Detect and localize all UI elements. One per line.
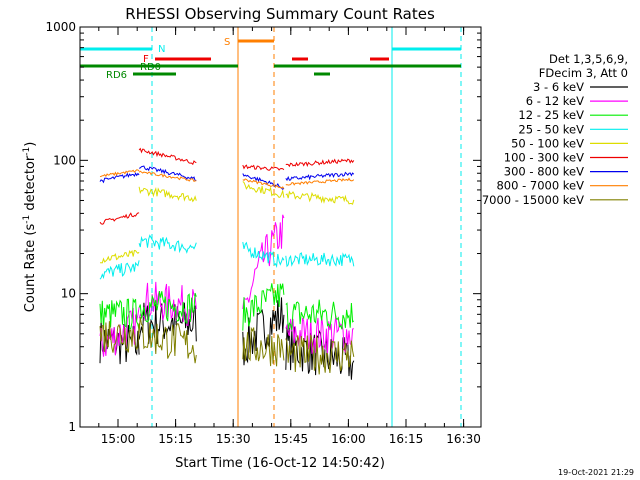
legend-entry-label: 6 - 12 keV [526,94,584,108]
y-axis-label: Count Rate (s-1 detector-1) [22,142,38,313]
series-line-segment [285,171,355,182]
legend-entry-label: 12 - 25 keV [518,108,584,122]
series-line-segment [99,212,140,225]
series-line-segment [138,234,197,254]
series-line-segment [138,170,197,183]
series-line-segment [285,299,355,331]
series-line-segment [100,249,140,264]
series-line-segment [242,283,285,331]
series-line-segment [138,147,197,166]
series-line-segment [99,172,140,184]
series-line-segment [242,181,285,199]
series-line-segment [99,169,140,178]
y-tick-label: 10 [61,287,76,301]
x-tick-label: 16:30 [446,432,481,446]
series-line-segment [242,214,285,310]
series-line-segment [242,164,285,171]
series-7 [99,169,355,189]
legend-entry-label: 300 - 800 keV [504,165,584,179]
series-line-segment [242,297,285,366]
x-tick-label: 15:45 [274,432,309,446]
series-line-segment [285,252,355,268]
series-line-segment [242,326,285,367]
series-line-segment [242,241,285,268]
series-5 [99,147,355,225]
legend-entry-label: 25 - 50 keV [518,122,584,136]
series-2 [99,283,355,331]
x-tick-label: 15:15 [158,432,193,446]
series-4 [100,181,355,264]
legend-entry-label: 50 - 100 keV [511,136,584,150]
series-line-segment [99,321,140,353]
series-line-segment [138,316,197,364]
legend-header-1: Det 1,3,5,6,9, [549,52,628,66]
series-line-segment [285,190,355,205]
footer-date: 19-Oct-2021 21:29 [558,468,634,477]
rd6-flag-label: RD6 [106,70,127,81]
flare-flag-label: F [143,54,149,65]
series-8 [99,316,355,375]
series-line-segment [138,165,197,182]
plot-frame [79,26,482,428]
axes-layer: 15:00 15:15 15:30 15:45 16:00 16:15 16:30 1 10 10… [45,20,481,446]
y-tick-label: 1 [68,420,76,434]
legend-header-2: FDecim 3, Att 0 [539,66,628,80]
series-line-segment [285,334,355,375]
series-line-segment [138,291,197,325]
series-line-segment [242,178,285,189]
series-layer [99,147,355,380]
night-flag-label: N [158,44,165,55]
series-line-segment [99,297,140,331]
saa-flag-label: S [224,37,230,48]
series-line-segment [285,177,355,186]
series-line-segment [285,158,355,168]
x-axis-label: Start Time (16-Oct-12 14:50:42) [175,456,385,471]
legend-entry-label: 7000 - 15000 keV [482,193,584,207]
legend-entry-label: 800 - 7000 keV [496,179,584,193]
x-tick-label: 15:30 [216,432,251,446]
x-tick-label: 16:00 [331,432,366,446]
x-tick-label: 15:00 [101,432,136,446]
y-tick-label: 1000 [45,20,76,34]
chart-title: RHESSI Observing Summary Count Rates [125,5,435,23]
legend-entry-label: 3 - 6 keV [533,80,584,94]
series-3 [99,234,355,280]
y-tick-label: 100 [53,153,76,167]
x-tick-label: 16:15 [389,432,424,446]
rd0-flag-label: RD0 [140,62,161,73]
series-line-segment [99,260,140,280]
series-line-segment [138,186,197,203]
legend-entry-label: 100 - 300 keV [504,151,584,165]
